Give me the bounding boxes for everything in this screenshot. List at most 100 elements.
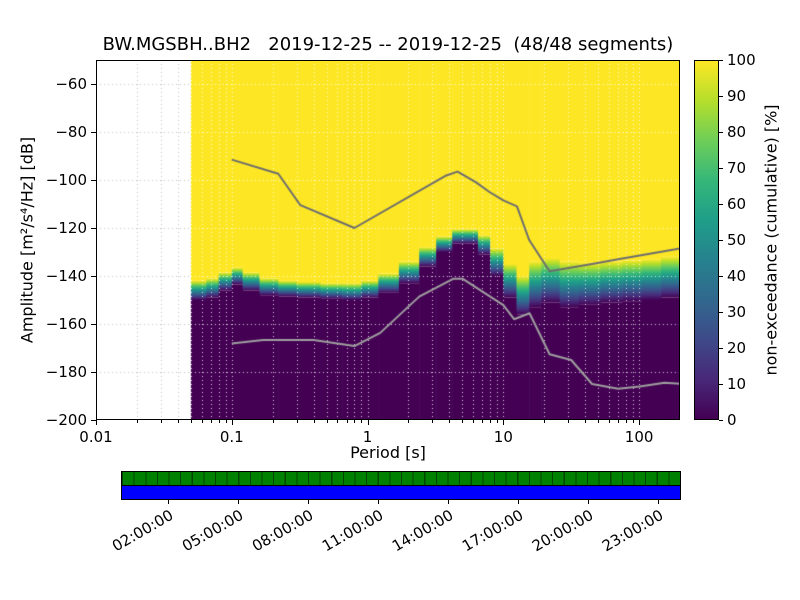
timeline-segments-strip	[121, 471, 681, 486]
x-tick-label: 100	[624, 428, 654, 446]
colorbar-tick-mark	[719, 312, 723, 313]
x-tick-mark	[367, 420, 369, 425]
colorbar-tick-label: 60	[727, 195, 747, 213]
x-minor-tick-mark	[625, 420, 627, 423]
x-tick-mark	[503, 420, 505, 425]
x-minor-tick-mark	[225, 420, 227, 423]
y-tick-mark	[91, 228, 96, 229]
y-tick-mark	[91, 132, 96, 133]
x-minor-tick-mark	[618, 420, 620, 423]
x-tick-label: 1	[362, 428, 373, 446]
colorbar-tick-mark	[719, 384, 723, 385]
timeline-tick-mark	[307, 500, 309, 504]
time-tick-label: 05:00:00	[179, 506, 247, 556]
colorbar-tick-mark	[719, 348, 723, 349]
timeline-tick-mark	[587, 500, 589, 504]
colorbar-tick-label: 20	[727, 339, 747, 357]
x-minor-tick-mark	[326, 420, 328, 423]
x-tick-label: 10	[493, 428, 513, 446]
time-tick-label: 17:00:00	[459, 506, 527, 556]
x-minor-tick-mark	[313, 420, 315, 423]
y-tick-mark	[91, 324, 96, 325]
y-tick-mark	[91, 180, 96, 181]
y-axis-label: Amplitude [m²/s⁴/Hz] [dB]	[17, 136, 37, 344]
time-tick-label: 02:00:00	[109, 506, 177, 556]
x-minor-tick-mark	[272, 420, 274, 423]
x-minor-tick-mark	[408, 420, 410, 423]
x-minor-tick-mark	[490, 420, 492, 423]
colorbar-tick-mark	[719, 276, 723, 277]
x-minor-tick-mark	[218, 420, 220, 423]
colorbar-tick-mark	[719, 132, 723, 133]
x-minor-tick-mark	[632, 420, 634, 423]
colorbar-tick-label: 90	[727, 87, 747, 105]
x-minor-tick-mark	[210, 420, 212, 423]
colorbar-tick-mark	[719, 60, 723, 61]
y-tick-label: −120	[45, 219, 87, 237]
colorbar-tick-label: 80	[727, 123, 747, 141]
colorbar-tick-label: 40	[727, 267, 747, 285]
x-tick-label: 0.01	[79, 428, 113, 446]
colorbar-tick-label: 10	[727, 375, 747, 393]
timeline-tick-mark	[237, 500, 239, 504]
colorbar-tick-mark	[719, 420, 723, 421]
x-tick-mark	[231, 420, 233, 425]
y-tick-mark	[91, 372, 96, 373]
x-tick-mark	[96, 420, 97, 425]
y-tick-label: −140	[45, 267, 87, 285]
y-tick-label: −200	[45, 411, 87, 429]
colorbar-tick-label: 100	[727, 51, 756, 69]
x-minor-tick-mark	[568, 420, 570, 423]
x-minor-tick-mark	[449, 420, 451, 423]
x-minor-tick-mark	[354, 420, 356, 423]
x-minor-tick-mark	[190, 420, 192, 423]
x-minor-tick-mark	[432, 420, 434, 423]
x-minor-tick-mark	[462, 420, 464, 423]
timeline-tick-mark	[447, 500, 449, 504]
y-tick-mark	[91, 84, 96, 85]
colorbar-tick-label: 70	[727, 159, 747, 177]
x-minor-tick-mark	[136, 420, 138, 423]
x-minor-tick-mark	[585, 420, 587, 423]
timeline-tick-mark	[517, 500, 519, 504]
x-minor-tick-mark	[337, 420, 339, 423]
x-minor-tick-mark	[482, 420, 484, 423]
timeline-tick-mark	[657, 500, 659, 504]
x-minor-tick-mark	[497, 420, 499, 423]
x-minor-tick-mark	[598, 420, 600, 423]
x-tick-mark	[639, 420, 641, 425]
time-tick-label: 08:00:00	[249, 506, 317, 556]
x-tick-label: 0.1	[219, 428, 244, 446]
x-minor-tick-mark	[544, 420, 546, 423]
timeline-tick-mark	[167, 500, 169, 504]
colorbar-gradient	[694, 60, 719, 420]
y-tick-label: −60	[55, 75, 87, 93]
x-minor-tick-mark	[361, 420, 363, 423]
colorbar-label: non-exceedance (cumulative) [%]	[761, 104, 781, 376]
ppsd-heatmap-canvas	[96, 60, 680, 420]
colorbar-tick-mark	[719, 168, 723, 169]
time-tick-label: 11:00:00	[319, 506, 387, 556]
y-tick-mark	[91, 276, 96, 277]
x-minor-tick-mark	[609, 420, 610, 423]
time-tick-label: 20:00:00	[529, 506, 597, 556]
colorbar-tick-mark	[719, 240, 723, 241]
colorbar-tick-label: 30	[727, 303, 747, 321]
plot-title: BW.MGSBH..BH2 2019-12-25 -- 2019-12-25 (…	[102, 34, 674, 55]
timeline-bar	[121, 471, 681, 500]
x-minor-tick-mark	[177, 420, 179, 423]
y-tick-label: −160	[45, 315, 87, 333]
time-tick-label: 14:00:00	[389, 506, 457, 556]
colorbar-tick-label: 0	[727, 411, 737, 429]
colorbar-tick-mark	[719, 204, 723, 205]
timeline-segment-dividers	[122, 472, 680, 485]
time-tick-label: 23:00:00	[599, 506, 667, 556]
colorbar-tick-label: 50	[727, 231, 747, 249]
timeline-data-extent-strip	[121, 485, 681, 500]
y-tick-mark	[91, 420, 96, 421]
x-minor-tick-mark	[473, 420, 475, 423]
x-minor-tick-mark	[160, 420, 162, 423]
x-axis-label: Period [s]	[350, 443, 426, 462]
x-minor-tick-mark	[201, 420, 203, 423]
x-minor-tick-mark	[296, 420, 298, 423]
